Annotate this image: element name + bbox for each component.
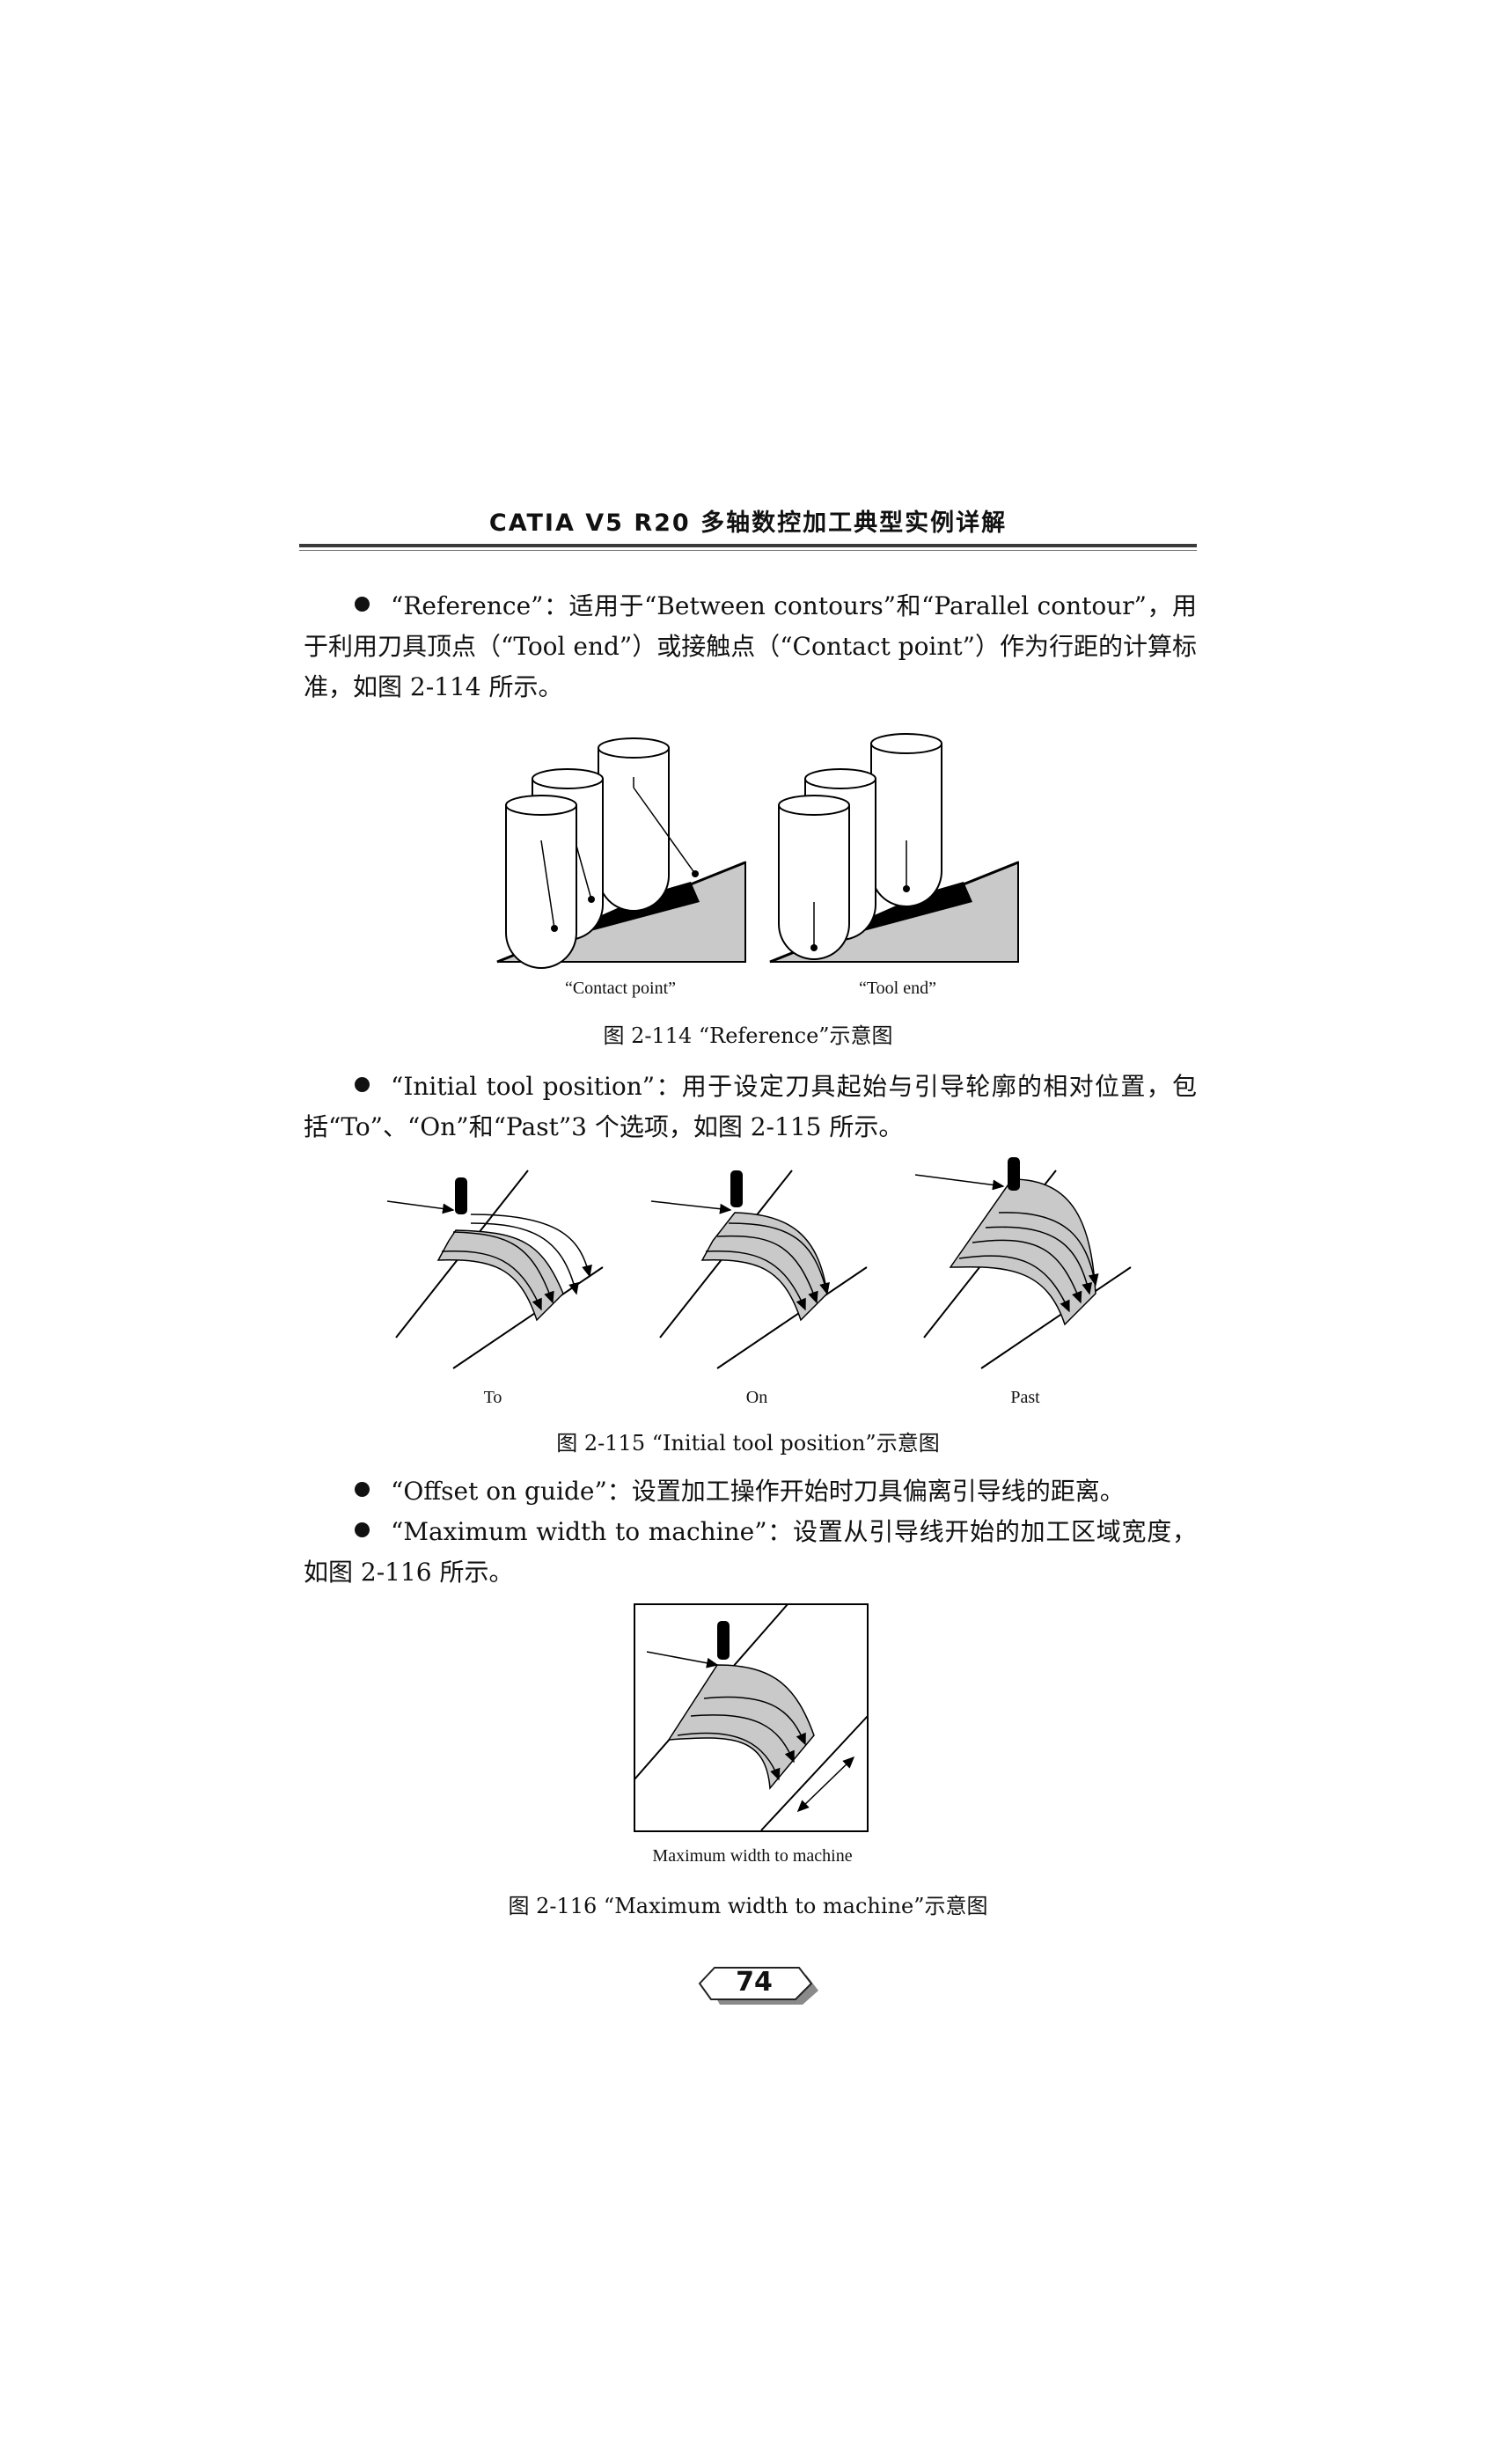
label-to: To <box>483 1388 502 1407</box>
header-rule <box>299 544 1197 547</box>
paragraph-offset-on-guide: “Offset on guide”：设置加工操作开始时刀具偏离引导线的距离。 <box>304 1471 1197 1512</box>
tool-end-diagram <box>769 733 1019 964</box>
running-header: CATIA V5 R20 多轴数控加工典型实例详解 <box>488 510 1008 537</box>
page-number: 74 <box>736 1967 773 1998</box>
label-contact-point: “Contact point” <box>564 979 677 998</box>
paragraph-reference-text: “Reference”：适用于“Between contours”和“Paral… <box>304 591 1197 701</box>
page-number-badge: 74 <box>695 1964 818 2005</box>
initial-pos-to <box>386 1170 604 1369</box>
paragraph-initial-tool: “Initial tool position”：用于设定刀具起始与引导轮廓的相对… <box>304 1067 1197 1148</box>
figure-2-114 <box>496 733 1019 969</box>
figure-2-116 <box>634 1603 869 1832</box>
label-on: On <box>745 1388 768 1407</box>
label-tool-end: “Tool end” <box>858 979 936 998</box>
paragraph-max-width: “Maximum width to machine”：设置从引导线开始的加工区域… <box>304 1512 1197 1593</box>
figure-2-115 <box>386 1157 1132 1369</box>
paragraph-initial-tool-text: “Initial tool position”：用于设定刀具起始与引导轮廓的相对… <box>304 1072 1197 1141</box>
initial-pos-past <box>914 1157 1132 1369</box>
header-rule-thin <box>299 550 1197 551</box>
paragraph-reference: “Reference”：适用于“Between contours”和“Paral… <box>304 586 1197 708</box>
bullet-icon <box>355 1077 370 1092</box>
caption-2-115: 图 2-115 “Initial tool position”示意图 <box>556 1431 940 1456</box>
paragraph-max-width-text: “Maximum width to machine”：设置从引导线开始的加工区域… <box>304 1517 1197 1587</box>
bullet-icon <box>355 597 370 612</box>
label-past: Past <box>1010 1388 1040 1407</box>
page-number-shape <box>698 1967 818 2005</box>
contact-point-diagram <box>496 737 746 969</box>
bullet-icon <box>355 1482 370 1497</box>
bullet-icon <box>355 1522 370 1537</box>
caption-2-116: 图 2-116 “Maximum width to machine”示意图 <box>508 1894 988 1918</box>
initial-pos-on <box>650 1170 868 1369</box>
label-max-width: Maximum width to machine <box>652 1846 853 1866</box>
caption-2-114: 图 2-114 “Reference”示意图 <box>603 1023 893 1048</box>
paragraph-offset-on-guide-text: “Offset on guide”：设置加工操作开始时刀具偏离引导线的距离。 <box>391 1477 1125 1506</box>
